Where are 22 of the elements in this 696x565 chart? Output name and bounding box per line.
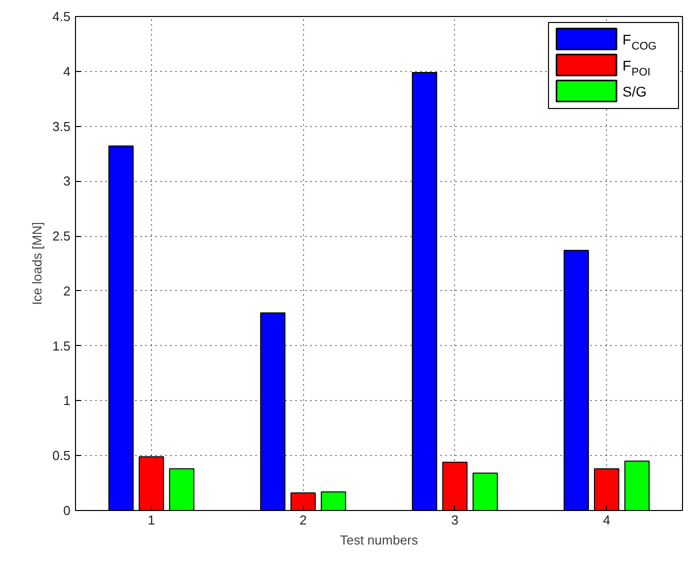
bar: [472, 472, 498, 510]
y-tick-label: 4: [63, 64, 71, 79]
y-tick-label: 3: [63, 174, 71, 189]
y-axis-title: Ice loads [MN]: [29, 222, 44, 306]
y-tick-label: 2: [63, 283, 71, 298]
bar: [169, 468, 194, 510]
bar: [624, 460, 650, 510]
y-tick-label: 0: [63, 503, 71, 518]
x-axis-title: Test numbers: [340, 532, 419, 548]
x-tick-label: 3: [451, 512, 458, 528]
x-tick-label: 1: [148, 512, 155, 528]
y-tick-label: 2.5: [52, 228, 71, 244]
legend-label: S/G: [622, 84, 647, 100]
y-tick-label: 4.5: [52, 9, 71, 24]
y-tick-label: 0.5: [52, 448, 71, 464]
x-tick-label: 4: [603, 512, 610, 528]
y-tick-label: 1: [63, 393, 71, 408]
bar: [320, 491, 346, 510]
x-tick-label: 2: [300, 512, 307, 528]
y-tick-label: 3.5: [52, 118, 71, 134]
bar: [108, 146, 134, 510]
y-tick-label: 1.5: [52, 338, 71, 354]
